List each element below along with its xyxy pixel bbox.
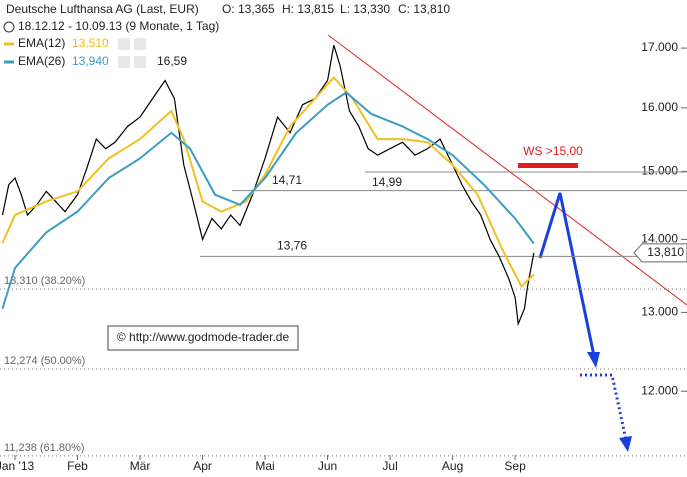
ema-line (1, 75, 535, 288)
x-tick-label: Feb (67, 459, 88, 473)
legend-label: EMA(12) (18, 36, 65, 50)
fib-label: 12,274 (50.00%) (4, 355, 85, 367)
y-tick-label: 17.000 (641, 40, 678, 54)
y-tick-label: 12.000 (641, 383, 678, 397)
legend-value: 13,510 (72, 36, 109, 50)
ohlc-high: H: 13,815 (282, 2, 334, 16)
copyright-box (107, 325, 299, 351)
price-tag-label: 13,810 (647, 245, 684, 259)
legend-label: EMA(26) (18, 54, 65, 68)
ohlc-low: L: 13,330 (340, 2, 390, 16)
price-tag (633, 243, 687, 263)
ema-line (1, 91, 535, 309)
x-tick-label: Jan '13 (0, 459, 34, 473)
legend-value: 13,940 (72, 54, 109, 68)
y-tick-label: 16.000 (641, 100, 678, 114)
x-tick-label: Apr (193, 459, 212, 473)
legend-icon (134, 56, 146, 68)
y-tick-label: 14.000 (641, 232, 678, 246)
target-label: WS >15,00 (523, 144, 583, 158)
forecast-arrow (538, 192, 596, 357)
chart-title: Deutsche Lufthansa AG (Last, EUR) (6, 2, 199, 16)
ohlc-close: C: 13,810 (398, 2, 450, 16)
level-label: 14,99 (372, 175, 402, 189)
high-label: 16,59 (157, 54, 187, 68)
trendline (327, 34, 687, 306)
y-tick-label: 13.000 (641, 305, 678, 319)
x-tick-label: Jun (318, 459, 337, 473)
x-tick-label: Sep (504, 459, 526, 473)
subtitle: 18.12.12 - 10.09.13 (9 Monate, 1 Tag) (18, 19, 219, 33)
legend-icon (134, 38, 146, 50)
legend-icon (118, 38, 130, 50)
level-label: 14,71 (272, 173, 302, 187)
x-tick-label: Mär (130, 459, 151, 473)
legend-icon (118, 56, 130, 68)
copyright: © http://www.godmode-trader.de (117, 330, 290, 344)
fib-label: 13,310 (38.20%) (4, 275, 85, 287)
level-label: 13,76 (277, 239, 307, 253)
y-tick-label: 15.000 (641, 164, 678, 178)
arrowhead (587, 352, 600, 368)
clock-icon (3, 21, 15, 33)
ohlc-open: O: 13,365 (222, 2, 275, 16)
x-tick-label: Jul (382, 459, 397, 473)
x-tick-label: Mai (255, 459, 274, 473)
x-tick-label: Aug (442, 459, 463, 473)
arrowhead (619, 436, 632, 452)
forecast-arrow-dotted (580, 373, 628, 441)
target-bar (518, 163, 578, 168)
fib-label: 11,238 (61.80%) (4, 442, 85, 454)
